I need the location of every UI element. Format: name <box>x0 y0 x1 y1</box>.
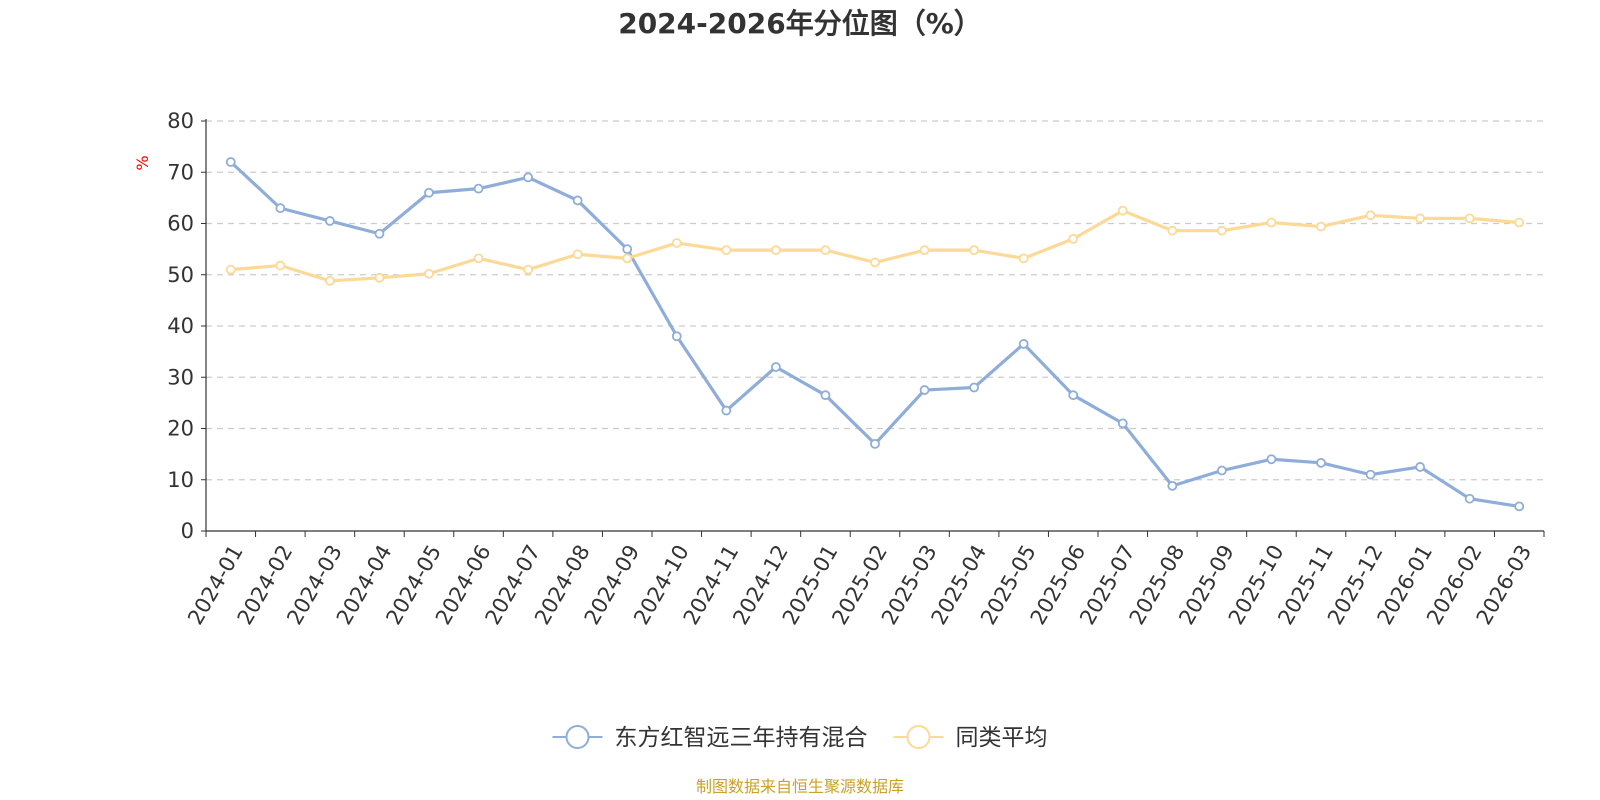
data-point[interactable] <box>820 390 831 401</box>
data-point[interactable] <box>622 244 633 255</box>
data-point[interactable] <box>1167 225 1178 236</box>
axes: 010203040506070802024-012024-022024-0320… <box>167 109 1545 629</box>
data-point[interactable] <box>1514 217 1525 228</box>
data-point[interactable] <box>671 331 682 342</box>
grid-lines <box>206 120 1544 481</box>
data-point[interactable] <box>919 245 930 256</box>
data-point[interactable] <box>523 172 534 183</box>
data-point[interactable] <box>1415 213 1426 224</box>
data-point[interactable] <box>1316 457 1326 468</box>
series-line <box>230 209 1520 283</box>
y-tick-label: 30 <box>167 365 194 389</box>
data-point[interactable] <box>969 382 980 393</box>
data-point[interactable] <box>1068 390 1079 401</box>
data-point[interactable] <box>721 245 732 256</box>
data-point[interactable] <box>1365 469 1376 480</box>
data-point[interactable] <box>225 157 236 167</box>
data-point[interactable] <box>1514 501 1525 512</box>
data-point[interactable] <box>870 257 880 268</box>
data-point[interactable] <box>572 249 583 260</box>
data-point[interactable] <box>870 438 880 449</box>
y-axis-label: % <box>133 155 152 170</box>
chart-title: 2024-2026年分位图（%） <box>618 7 982 40</box>
series-1 <box>225 205 1525 286</box>
data-point[interactable] <box>1464 213 1475 224</box>
data-point[interactable] <box>1316 221 1326 232</box>
legend-item-1[interactable]: 同类平均 <box>893 725 1048 751</box>
legend-label: 东方红智远三年持有混合 <box>615 725 868 751</box>
data-point[interactable] <box>1117 418 1128 429</box>
data-point[interactable] <box>523 264 534 275</box>
data-point[interactable] <box>374 272 385 283</box>
y-tick-label: 70 <box>167 160 194 184</box>
y-tick-label: 50 <box>167 263 194 287</box>
data-point[interactable] <box>572 195 583 206</box>
data-point[interactable] <box>225 264 236 275</box>
data-point[interactable] <box>622 253 633 264</box>
data-point[interactable] <box>820 245 831 256</box>
data-point[interactable] <box>275 260 286 271</box>
data-point[interactable] <box>1216 465 1227 476</box>
legend-label: 同类平均 <box>956 725 1048 751</box>
data-point[interactable] <box>1068 233 1079 244</box>
y-tick-label: 0 <box>181 519 194 543</box>
data-point[interactable] <box>424 187 434 198</box>
y-tick-label: 20 <box>167 417 194 441</box>
data-point[interactable] <box>1415 462 1426 472</box>
y-tick-label: 60 <box>167 212 194 236</box>
data-point[interactable] <box>770 362 781 372</box>
data-point[interactable] <box>424 268 434 279</box>
data-point[interactable] <box>1117 205 1128 216</box>
y-tick-label: 80 <box>167 109 194 133</box>
data-point[interactable] <box>324 216 335 226</box>
series-lines <box>225 157 1525 512</box>
data-point[interactable] <box>1266 217 1277 228</box>
data-point[interactable] <box>721 405 732 416</box>
data-point[interactable] <box>1018 339 1029 349</box>
data-point[interactable] <box>275 203 286 214</box>
data-point[interactable] <box>671 238 682 248</box>
data-point[interactable] <box>1365 210 1376 221</box>
y-tick-label: 10 <box>167 468 194 492</box>
legend[interactable]: 东方红智远三年持有混合 同类平均 <box>552 725 1048 751</box>
data-point[interactable] <box>1167 480 1178 491</box>
legend-item-0[interactable]: 东方红智远三年持有混合 <box>552 725 868 751</box>
data-point[interactable] <box>473 183 484 194</box>
data-point[interactable] <box>969 245 980 256</box>
data-point[interactable] <box>1018 253 1029 264</box>
data-point[interactable] <box>1266 454 1277 465</box>
source-note: 制图数据来自恒生聚源数据库 <box>696 777 904 796</box>
legend-marker-icon <box>906 725 931 749</box>
data-point[interactable] <box>1464 493 1475 504</box>
data-point[interactable] <box>770 245 781 256</box>
series-0 <box>225 157 1525 512</box>
data-point[interactable] <box>1216 225 1227 236</box>
series-line <box>229 160 1520 508</box>
data-point[interactable] <box>374 228 385 239</box>
legend-marker-icon <box>565 725 590 749</box>
y-tick-label: 40 <box>167 314 194 338</box>
data-point[interactable] <box>473 253 484 264</box>
data-point[interactable] <box>919 385 930 395</box>
data-point[interactable] <box>324 275 335 286</box>
